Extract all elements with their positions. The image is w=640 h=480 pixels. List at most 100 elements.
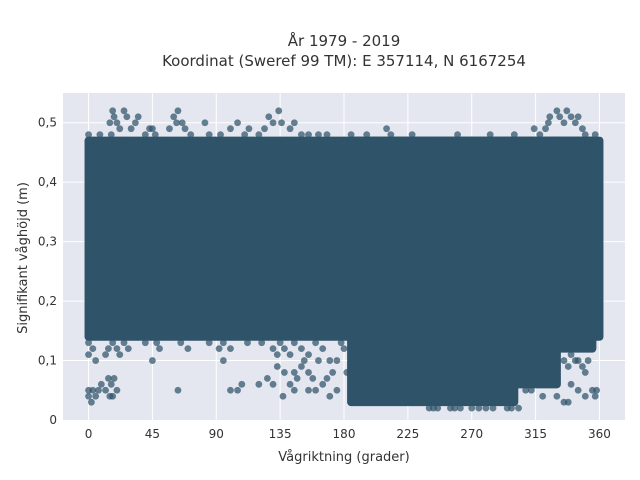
data-point — [368, 327, 376, 335]
data-point — [486, 131, 494, 139]
data-point — [149, 333, 156, 341]
data-point — [275, 107, 283, 115]
dense-point-region — [510, 136, 561, 389]
data-point — [489, 404, 497, 412]
x-axis-title: Vågriktning (grader) — [278, 450, 409, 465]
data-point — [315, 357, 322, 364]
data-point — [229, 333, 237, 341]
data-point — [141, 339, 149, 347]
data-point — [205, 339, 213, 347]
data-point — [553, 392, 561, 400]
data-point — [456, 404, 464, 412]
data-point — [513, 345, 521, 353]
data-point — [584, 137, 592, 144]
data-point — [502, 137, 510, 144]
x-tick-label: 270 — [460, 427, 483, 441]
x-tick-label: 0 — [85, 427, 93, 441]
dense-point-region — [552, 136, 597, 353]
data-point — [337, 256, 345, 263]
data-point — [273, 351, 281, 358]
data-point — [579, 363, 586, 370]
data-point — [255, 131, 263, 139]
data-point — [525, 374, 532, 382]
data-point — [309, 374, 317, 382]
data-point — [106, 119, 114, 127]
data-point — [305, 369, 312, 376]
y-tick-label: 0,5 — [38, 116, 57, 130]
data-point — [500, 333, 508, 341]
data-point — [92, 392, 100, 400]
dense-point-region — [347, 136, 519, 407]
data-point — [319, 345, 327, 353]
data-point — [337, 321, 345, 329]
data-point — [141, 131, 149, 139]
data-point — [383, 125, 390, 133]
data-point — [387, 131, 395, 139]
data-point — [584, 357, 592, 364]
data-point — [173, 119, 180, 127]
data-point — [269, 380, 277, 388]
data-point — [96, 333, 104, 341]
data-point — [579, 125, 586, 133]
data-point — [333, 238, 341, 246]
data-point — [298, 131, 305, 139]
data-point — [347, 380, 355, 388]
data-point — [153, 339, 161, 347]
data-point — [105, 374, 112, 382]
data-point — [532, 345, 539, 353]
data-point — [85, 131, 92, 139]
data-point — [85, 392, 92, 400]
data-point — [300, 357, 308, 364]
data-point — [261, 125, 268, 133]
data-point — [227, 125, 234, 133]
data-point — [340, 345, 348, 353]
data-point — [319, 380, 327, 388]
data-point — [177, 339, 185, 347]
data-point — [195, 333, 203, 341]
data-point — [564, 363, 572, 370]
data-point — [546, 363, 554, 370]
data-point — [349, 386, 356, 394]
data-point — [581, 392, 589, 400]
data-point — [124, 345, 132, 353]
data-point — [329, 267, 337, 275]
data-point — [109, 339, 117, 347]
data-point — [123, 113, 131, 121]
data-point — [263, 374, 271, 382]
data-point — [238, 380, 246, 388]
data-point — [163, 333, 171, 341]
data-point — [591, 392, 599, 400]
data-point — [286, 125, 294, 133]
data-point — [212, 333, 220, 341]
data-point — [539, 392, 547, 400]
data-point — [384, 327, 392, 335]
data-point — [187, 131, 195, 139]
data-point — [149, 357, 156, 364]
data-point — [241, 131, 249, 139]
data-point — [234, 386, 241, 394]
data-point — [560, 119, 568, 127]
data-point — [106, 392, 114, 400]
data-point — [273, 363, 281, 370]
data-point — [408, 131, 416, 139]
data-point — [96, 131, 104, 139]
data-point — [89, 137, 97, 144]
data-point — [92, 357, 100, 364]
data-point — [581, 131, 589, 139]
data-point — [434, 404, 442, 412]
y-tick-label: 0,4 — [38, 175, 57, 189]
data-point — [581, 369, 589, 376]
y-tick-label: 0 — [49, 413, 57, 427]
data-point — [333, 386, 341, 394]
data-point — [113, 386, 121, 394]
data-point — [305, 386, 312, 394]
data-point — [217, 131, 224, 139]
data-point — [201, 119, 209, 127]
data-point — [323, 220, 331, 228]
data-point — [265, 113, 273, 121]
data-point — [85, 351, 92, 358]
data-point — [550, 369, 558, 376]
chart-title: År 1979 - 2019 — [288, 31, 401, 50]
data-point — [278, 119, 285, 127]
